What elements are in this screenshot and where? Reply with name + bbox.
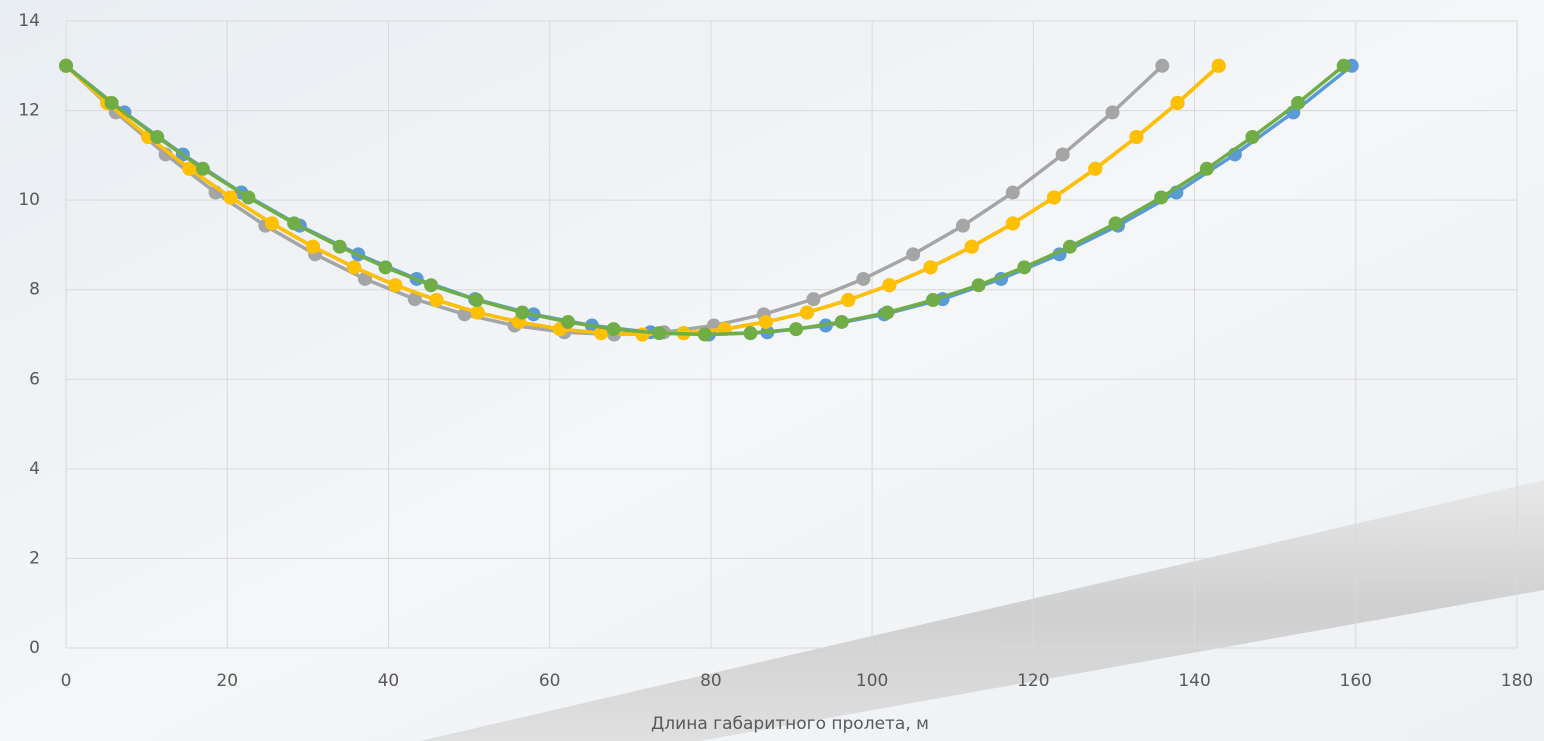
data-point [1154, 190, 1169, 205]
x-tick-label: 100 [856, 671, 888, 691]
data-point [834, 314, 849, 329]
data-point [470, 305, 485, 320]
x-tick-label: 20 [216, 671, 238, 691]
data-point [515, 305, 530, 320]
data-point [906, 247, 921, 262]
y-tick-label: 6 [29, 369, 40, 389]
data-point [1155, 58, 1170, 73]
data-point [560, 314, 575, 329]
data-point [758, 314, 773, 329]
series [59, 58, 1351, 342]
x-tick-label: 180 [1501, 671, 1533, 691]
data-point [332, 239, 347, 254]
data-point [378, 260, 393, 275]
data-point [1245, 129, 1260, 144]
y-tick-label: 12 [18, 101, 40, 121]
data-point [880, 305, 895, 320]
data-point [469, 293, 484, 308]
data-point [743, 326, 758, 341]
y-tick-label: 4 [29, 459, 40, 479]
data-point [357, 271, 372, 286]
data-point [1199, 161, 1214, 176]
data-point [1336, 58, 1351, 73]
data-point [1055, 147, 1070, 162]
data-point [59, 58, 73, 73]
data-point [789, 322, 804, 337]
data-point [882, 278, 897, 293]
data-point [955, 218, 970, 233]
data-point [841, 293, 856, 308]
data-point [388, 278, 403, 293]
data-point [1005, 185, 1020, 200]
data-point [1088, 161, 1103, 176]
data-point [606, 322, 621, 337]
y-tick-label: 10 [18, 190, 40, 210]
data-point [1108, 216, 1123, 231]
data-point [1105, 105, 1120, 120]
data-point [347, 260, 362, 275]
data-point [104, 95, 119, 110]
data-point [1017, 260, 1032, 275]
y-tick-label: 14 [18, 11, 40, 31]
x-tick-label: 0 [61, 671, 72, 691]
data-point [424, 278, 439, 293]
data-point [964, 239, 979, 254]
data-point [856, 271, 871, 286]
data-point [971, 278, 986, 293]
y-tick-label: 0 [29, 638, 40, 658]
x-tick-label: 120 [1017, 671, 1049, 691]
x-tick-label: 60 [539, 671, 561, 691]
cable-decoration [420, 480, 1544, 741]
data-point [1062, 239, 1077, 254]
data-point [1047, 190, 1062, 205]
x-tick-label: 40 [378, 671, 400, 691]
x-tick-label: 140 [1178, 671, 1210, 691]
y-tick-label: 8 [29, 280, 40, 300]
data-point [305, 239, 320, 254]
data-point [264, 216, 279, 231]
x-tick-label: 160 [1340, 671, 1372, 691]
data-point [1005, 216, 1020, 231]
data-point [923, 260, 938, 275]
x-tick-label: 80 [700, 671, 722, 691]
data-point [652, 326, 667, 341]
y-tick-label: 2 [29, 548, 40, 568]
data-point [1211, 58, 1226, 73]
data-point [150, 129, 165, 144]
data-point [594, 326, 609, 341]
data-point [800, 305, 815, 320]
data-point [806, 292, 821, 307]
data-point [241, 190, 256, 205]
data-point [1170, 95, 1185, 110]
data-point [407, 292, 422, 307]
data-point [223, 190, 238, 205]
data-point [287, 216, 302, 231]
data-point [697, 327, 712, 342]
data-point [429, 293, 444, 308]
x-axis-title: Длина габаритного пролета, м [651, 714, 929, 734]
data-point [925, 293, 940, 308]
data-point [195, 161, 210, 176]
data-point [182, 161, 197, 176]
data-point [1129, 129, 1144, 144]
data-point [1291, 95, 1306, 110]
